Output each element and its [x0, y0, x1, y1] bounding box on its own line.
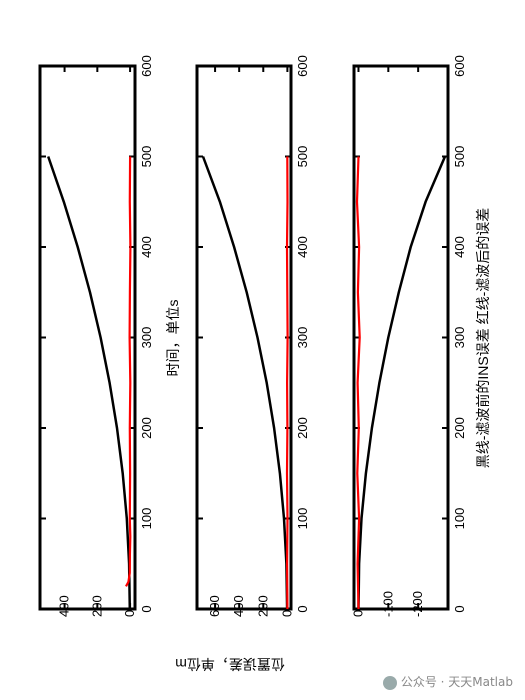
x-tick-label: 100 — [139, 508, 154, 530]
y-tick-label: 0 — [122, 610, 137, 617]
x-tick-label: 500 — [295, 146, 310, 168]
x-axis-label: 时间，单位s — [165, 300, 181, 377]
y-tick-label: 0 — [279, 610, 294, 617]
x-tick-label: 500 — [139, 146, 154, 168]
y-tick-label: 400 — [231, 595, 246, 617]
panel-1: 0 100 200 300 400 500 600 0 200 400 — [38, 55, 154, 617]
x-tick-label: 400 — [452, 236, 467, 258]
series-line-ins-error — [201, 156, 289, 610]
axes-frame — [352, 64, 450, 611]
panel-3: 0 100 200 300 400 500 600 -200 -100 0 — [350, 55, 467, 617]
x-tick-label: 100 — [295, 508, 310, 530]
x-tick-label: 200 — [295, 417, 310, 439]
series-line-ins-error — [47, 156, 132, 610]
x-tick-label: 0 — [452, 605, 467, 612]
y-tick-label: 600 — [207, 595, 222, 617]
x-tick-label: 200 — [452, 417, 467, 439]
watermark-text: 公众号 · 天天Matlab — [400, 675, 513, 689]
panel-2: 0 100 200 300 400 500 600 0 200 400 600 — [195, 55, 310, 617]
axes-frame — [38, 64, 137, 611]
y-tick-label: 400 — [57, 595, 72, 617]
y-tick-label: 200 — [255, 595, 270, 617]
wechat-icon — [382, 675, 397, 690]
x-tick-label: 300 — [295, 327, 310, 349]
y-axis-label: 位置误差，单位m — [175, 656, 285, 672]
y-tick-label: -200 — [410, 591, 425, 617]
x-tick-label: 400 — [295, 236, 310, 258]
x-tick-label: 0 — [295, 605, 310, 612]
x-tick-label: 300 — [139, 327, 154, 349]
x-tick-label: 100 — [452, 508, 467, 530]
x-tick-label: 200 — [139, 417, 154, 439]
axes-frame — [195, 64, 293, 611]
x-tick-label: 600 — [452, 55, 467, 77]
watermark: 公众号 · 天天Matlab — [382, 673, 513, 690]
x-tick-label: 600 — [139, 55, 154, 77]
x-tick-label: 0 — [139, 605, 154, 612]
y-tick-label: 200 — [89, 595, 104, 617]
y-tick-label: -100 — [380, 591, 395, 617]
series-line-filtered-error — [125, 156, 132, 587]
x-tick-label: 300 — [452, 327, 467, 349]
series-line-filtered-error — [355, 156, 361, 610]
x-tick-label: 600 — [295, 55, 310, 77]
x-tick-label: 500 — [452, 146, 467, 168]
figure-caption: 黑线-滤波前的INS误差 红线-滤波后的误差 — [475, 208, 491, 469]
y-tick-label: 0 — [350, 610, 365, 617]
series-line-ins-error — [357, 156, 447, 610]
series-line-filtered-error — [285, 156, 289, 610]
x-tick-label: 400 — [139, 236, 154, 258]
